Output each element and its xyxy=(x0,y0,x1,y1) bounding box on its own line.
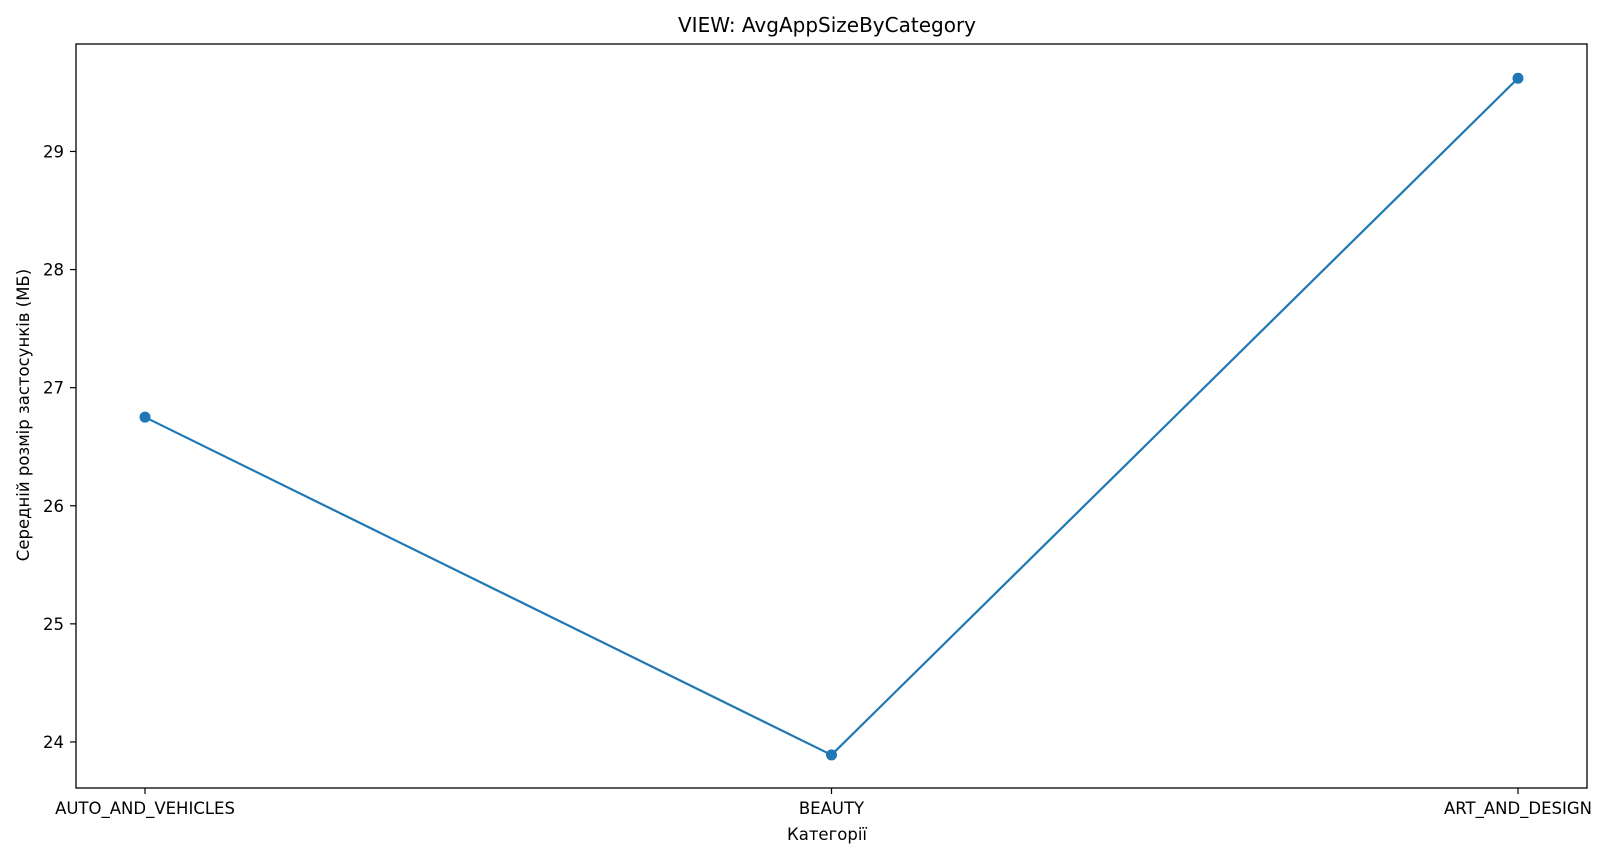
x-tick-label: BEAUTY xyxy=(799,799,865,818)
data-point xyxy=(826,749,837,761)
y-tick-label: 27 xyxy=(43,379,64,398)
plot-area: 24 25 26 27 28 29 AUTO_AND_VEHICLES BEAUTY ART_A… xyxy=(43,43,1592,819)
y-axis-label: Середній розмір застосунків (МБ) xyxy=(14,269,33,561)
y-tick-label: 29 xyxy=(43,142,64,161)
series-line xyxy=(144,77,1519,757)
y-tick-label: 25 xyxy=(43,615,64,634)
x-tick-label: ART_AND_DESIGN xyxy=(1444,799,1592,819)
chart-title: VIEW: AvgAppSizeByCategory xyxy=(678,13,976,37)
x-axis-label: Категорії xyxy=(787,825,867,844)
y-tick-label: 24 xyxy=(43,733,64,752)
x-tick-label: AUTO_AND_VEHICLES xyxy=(55,799,235,819)
plot-frame xyxy=(75,43,1588,789)
y-tick-label: 28 xyxy=(43,261,64,280)
data-point xyxy=(139,411,151,423)
data-point xyxy=(1512,72,1524,84)
y-tick-label: 26 xyxy=(43,497,64,516)
